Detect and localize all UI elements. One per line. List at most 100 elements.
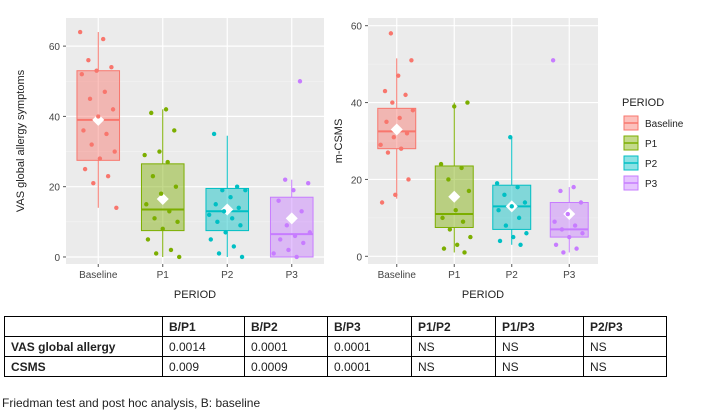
data-point xyxy=(231,244,237,249)
data-point xyxy=(216,251,222,256)
data-point xyxy=(524,231,529,236)
figure-caption: Friedman test and post hoc analysis, B: … xyxy=(2,396,261,410)
y-tick-label: 20 xyxy=(49,183,61,194)
data-point xyxy=(77,29,83,35)
x-tick-label: P2 xyxy=(221,270,234,281)
table-cell: NS xyxy=(411,336,496,357)
box-p3 xyxy=(269,196,314,258)
table-cell: 0.009 xyxy=(162,356,245,377)
chart-csms: 0 20 40 60 Baseline P1 P2 P3 m-CSMS PERIOD xyxy=(333,18,598,301)
data-point xyxy=(398,146,404,151)
data-point xyxy=(384,119,389,124)
data-point xyxy=(104,131,109,137)
data-point xyxy=(236,205,241,210)
legend-items: Baseline P1 P2 P3 xyxy=(623,115,684,191)
data-point xyxy=(294,254,299,260)
table-header-cell: P1/P3 xyxy=(495,316,584,337)
data-point xyxy=(382,88,388,94)
data-point xyxy=(291,188,296,193)
data-point xyxy=(550,58,556,63)
x-axis-title-csms: PERIOD xyxy=(462,289,504,301)
data-point xyxy=(109,65,114,70)
data-point xyxy=(229,216,235,221)
y-tick-label: 60 xyxy=(49,42,61,53)
data-point xyxy=(465,100,470,105)
data-point xyxy=(515,184,520,190)
panel-background-vas xyxy=(66,18,324,264)
y-tick-label: 40 xyxy=(49,112,61,123)
data-point xyxy=(552,219,557,224)
legend-label: P3 xyxy=(645,179,658,190)
data-point xyxy=(228,195,233,200)
data-point xyxy=(211,131,217,137)
data-point xyxy=(406,177,411,182)
data-point xyxy=(149,110,154,116)
table-header-cell: B/P3 xyxy=(327,316,412,337)
data-point xyxy=(409,58,414,63)
data-point xyxy=(110,107,116,112)
boxplot-figure: 0 20 40 60 Baseline P1 P2 P3 VAS global allerg… xyxy=(15,18,684,301)
table-cell: 0.0001 xyxy=(327,356,412,377)
data-point xyxy=(516,215,522,221)
data-point xyxy=(466,188,472,194)
table-cell: 0.0001 xyxy=(244,336,328,357)
data-point xyxy=(292,233,298,239)
data-point xyxy=(286,247,291,253)
data-point xyxy=(446,177,451,182)
data-point xyxy=(522,200,528,205)
data-point xyxy=(87,96,93,102)
data-point xyxy=(511,234,516,240)
table-row-label: VAS global allergy xyxy=(4,336,163,357)
data-point xyxy=(553,242,559,247)
data-point xyxy=(301,240,306,246)
data-point xyxy=(390,100,395,105)
table-header-cell: B/P1 xyxy=(162,316,245,337)
table-cell: NS xyxy=(495,336,584,357)
data-point xyxy=(559,227,565,232)
data-point xyxy=(494,181,500,186)
data-point xyxy=(574,246,579,251)
chart-vas: 0 20 40 60 Baseline P1 P2 P3 VAS global allerg… xyxy=(15,18,324,301)
data-point xyxy=(404,131,410,136)
table-header-cell: P2/P3 xyxy=(583,316,667,337)
legend-label: P2 xyxy=(645,159,658,170)
y-tick-label: 0 xyxy=(356,252,362,263)
data-point xyxy=(206,212,212,217)
data-point xyxy=(388,31,394,36)
data-point xyxy=(145,237,151,242)
data-point xyxy=(441,246,447,251)
data-point xyxy=(496,207,501,213)
data-point xyxy=(150,173,156,179)
data-point xyxy=(509,204,514,209)
data-point xyxy=(385,150,391,155)
data-point xyxy=(221,209,227,214)
data-point xyxy=(578,200,584,205)
x-tick-label: P3 xyxy=(563,270,576,281)
points-vas xyxy=(77,29,313,260)
data-point xyxy=(100,36,106,42)
data-point xyxy=(452,104,457,109)
data-point xyxy=(175,219,180,225)
table-cell: 0.0009 xyxy=(244,356,328,377)
table-header-cell: P1/P2 xyxy=(411,316,496,337)
legend-title: PERIOD xyxy=(622,97,664,109)
data-point xyxy=(462,250,467,255)
x-tick-label: P3 xyxy=(286,270,299,281)
data-point xyxy=(305,180,311,186)
data-point xyxy=(567,234,572,240)
y-ticks-vas: 0 20 40 60 xyxy=(49,42,66,264)
x-tick-label: Baseline xyxy=(79,270,118,281)
data-point xyxy=(571,184,576,190)
x-ticks-vas: Baseline P1 P2 P3 xyxy=(79,264,298,281)
data-point xyxy=(142,152,147,158)
data-point xyxy=(238,223,243,228)
table-header-row: B/P1 B/P2 B/P3 P1/P2 P1/P3 P2/P3 xyxy=(4,316,667,337)
x-tick-label: P1 xyxy=(448,270,461,281)
data-point xyxy=(220,188,225,193)
table-row-label: CSMS xyxy=(4,356,163,377)
data-point xyxy=(438,161,444,167)
data-point xyxy=(447,227,453,232)
data-point xyxy=(79,72,85,77)
data-point xyxy=(105,173,111,179)
y-tick-label: 20 xyxy=(351,175,363,186)
